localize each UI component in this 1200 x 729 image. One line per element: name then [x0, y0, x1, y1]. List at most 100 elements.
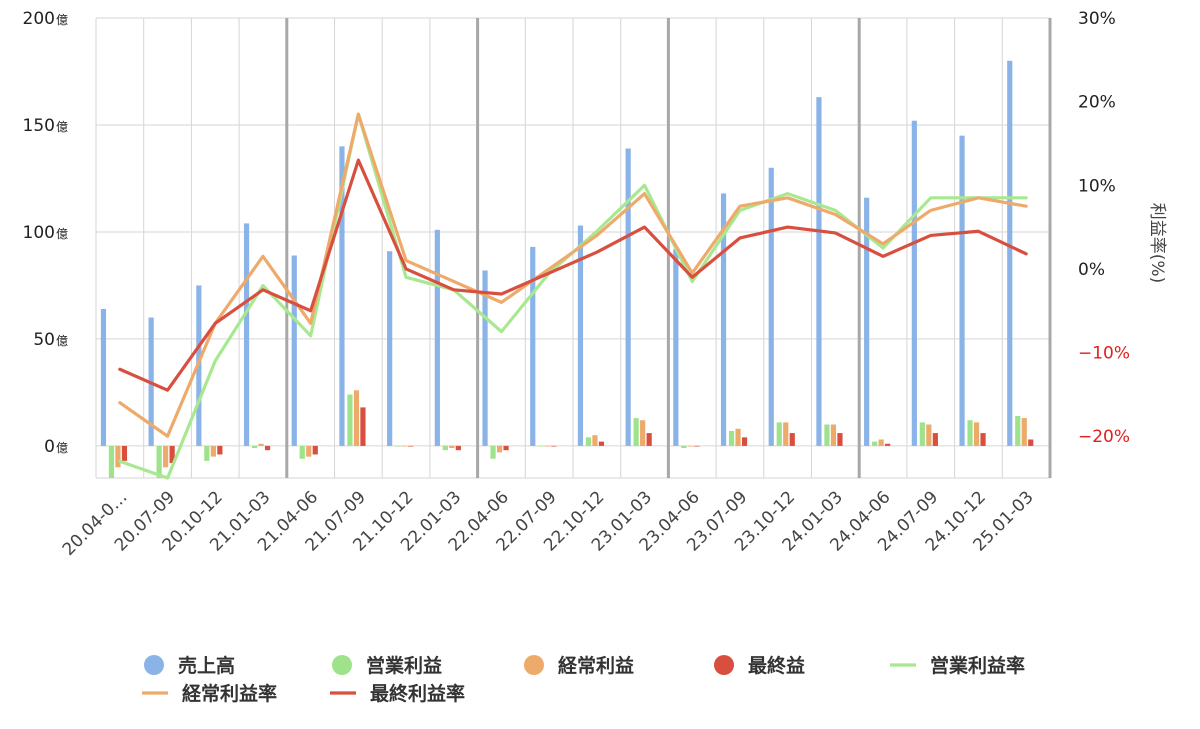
- y-axis-right: 30% 20% 10% 0% −10% −20%: [1078, 9, 1130, 447]
- bar-3-13: [741, 437, 748, 446]
- legend-label-5: 経常利益率: [182, 682, 277, 705]
- bar-0-18: [959, 135, 965, 446]
- bar-1-10: [585, 437, 592, 446]
- bar-3-8: [503, 445, 509, 451]
- bar-3-4: [312, 445, 318, 455]
- legend-label-6: 最終利益率: [370, 682, 465, 705]
- bar-1-16: [872, 441, 878, 446]
- y-axis-right-title: 利益率(%): [1147, 203, 1167, 283]
- bar-3-11: [646, 433, 652, 446]
- y-tick-left-3: 50億: [33, 330, 68, 350]
- bar-0-15: [816, 97, 822, 446]
- bar-0-6: [387, 251, 393, 446]
- x-axis: 20.04-0…20.07-0920.10-1221.01-0321.04-06…: [59, 487, 1038, 560]
- legend-label-1: 営業利益: [366, 654, 442, 677]
- bar-0-10: [577, 225, 584, 446]
- bar-3-17: [932, 433, 938, 446]
- bar-3-1: [169, 445, 175, 464]
- bar-1-6: [395, 445, 401, 447]
- bar-3-2: [217, 445, 223, 455]
- bar-3-18: [980, 433, 986, 446]
- bar-3-5: [360, 407, 366, 446]
- bar-1-18: [967, 420, 973, 446]
- bar-2-0: [115, 445, 121, 468]
- bar-2-8: [496, 445, 503, 453]
- legend-label-0: 売上高: [178, 654, 235, 677]
- bar-3-15: [837, 433, 843, 446]
- legend-item-3: 最終益: [714, 654, 805, 677]
- bar-0-12: [673, 249, 679, 446]
- bar-2-19: [1021, 418, 1027, 446]
- bar-1-19: [1015, 415, 1021, 446]
- bar-2-4: [306, 445, 312, 457]
- legend-label-2: 経常利益: [558, 654, 634, 677]
- legend-label-4: 営業利益率: [930, 654, 1025, 677]
- bar-0-7: [434, 229, 440, 446]
- y-tick-right-5: −20%: [1078, 427, 1130, 447]
- bar-1-7: [442, 445, 448, 451]
- bar-2-11: [640, 420, 646, 446]
- bar-3-3: [264, 445, 271, 451]
- y-tick-right-0: 30%: [1078, 9, 1116, 29]
- y-axis-left: 200億 150億 100億 50億 0億: [23, 9, 68, 457]
- bar-0-4: [291, 255, 297, 446]
- bar-0-19: [1007, 60, 1013, 446]
- bar-2-2: [210, 445, 216, 457]
- y-tick-right-2: 10%: [1078, 176, 1116, 196]
- bar-1-17: [919, 422, 925, 446]
- bar-series-1: [108, 394, 1021, 478]
- y-tick-right-3: 0%: [1078, 260, 1105, 280]
- bar-0-17: [911, 120, 917, 446]
- bar-3-7: [455, 445, 461, 451]
- bar-2-18: [973, 422, 980, 446]
- bar-1-1: [156, 445, 162, 478]
- legend-item-6: 最終利益率: [330, 682, 465, 705]
- bar-3-0: [121, 445, 128, 461]
- bar-3-16: [885, 443, 891, 446]
- bar-series-0: [100, 60, 1013, 446]
- bar-2-7: [449, 445, 455, 449]
- bar-1-0: [108, 445, 115, 478]
- y-tick-left-2: 100億: [23, 223, 68, 243]
- bar-3-19: [1028, 439, 1034, 446]
- bar-2-14: [783, 422, 789, 446]
- bar-1-4: [299, 445, 305, 459]
- y-tick-left-4: 0億: [44, 437, 68, 457]
- bar-1-2: [204, 445, 210, 461]
- bar-1-9: [538, 445, 544, 447]
- bar-0-16: [864, 197, 870, 446]
- y-tick-left-0: 200億: [23, 9, 68, 29]
- bar-3-6: [408, 445, 414, 447]
- bar-0-5: [339, 146, 345, 446]
- legend-marker-3: [714, 655, 734, 675]
- line-series-group: [118, 112, 1028, 480]
- bar-1-3: [251, 445, 258, 449]
- bar-0-8: [482, 270, 488, 446]
- bar-3-9: [551, 445, 557, 447]
- bar-series-3: [121, 407, 1034, 464]
- bar-2-17: [926, 424, 932, 446]
- bar-2-5: [353, 390, 360, 446]
- bar-1-12: [681, 445, 687, 449]
- bar-0-11: [625, 148, 631, 446]
- bar-0-9: [530, 246, 536, 446]
- bar-series-group: [100, 60, 1034, 478]
- legend-label-3: 最終益: [748, 654, 805, 677]
- bar-0-0: [100, 308, 107, 446]
- bar-1-8: [490, 445, 496, 459]
- bar-series-2: [115, 390, 1027, 468]
- bar-3-14: [789, 433, 795, 446]
- bar-2-9: [544, 445, 550, 447]
- legend-marker-2: [524, 655, 544, 675]
- bar-2-15: [830, 424, 837, 446]
- bar-2-10: [592, 435, 598, 446]
- legend-item-1: 営業利益: [332, 654, 442, 677]
- bar-1-5: [347, 394, 353, 446]
- bar-1-11: [633, 418, 639, 446]
- bar-1-15: [824, 424, 830, 446]
- bar-3-12: [694, 445, 700, 447]
- bar-2-1: [163, 445, 169, 468]
- line-series-1: [118, 112, 1028, 438]
